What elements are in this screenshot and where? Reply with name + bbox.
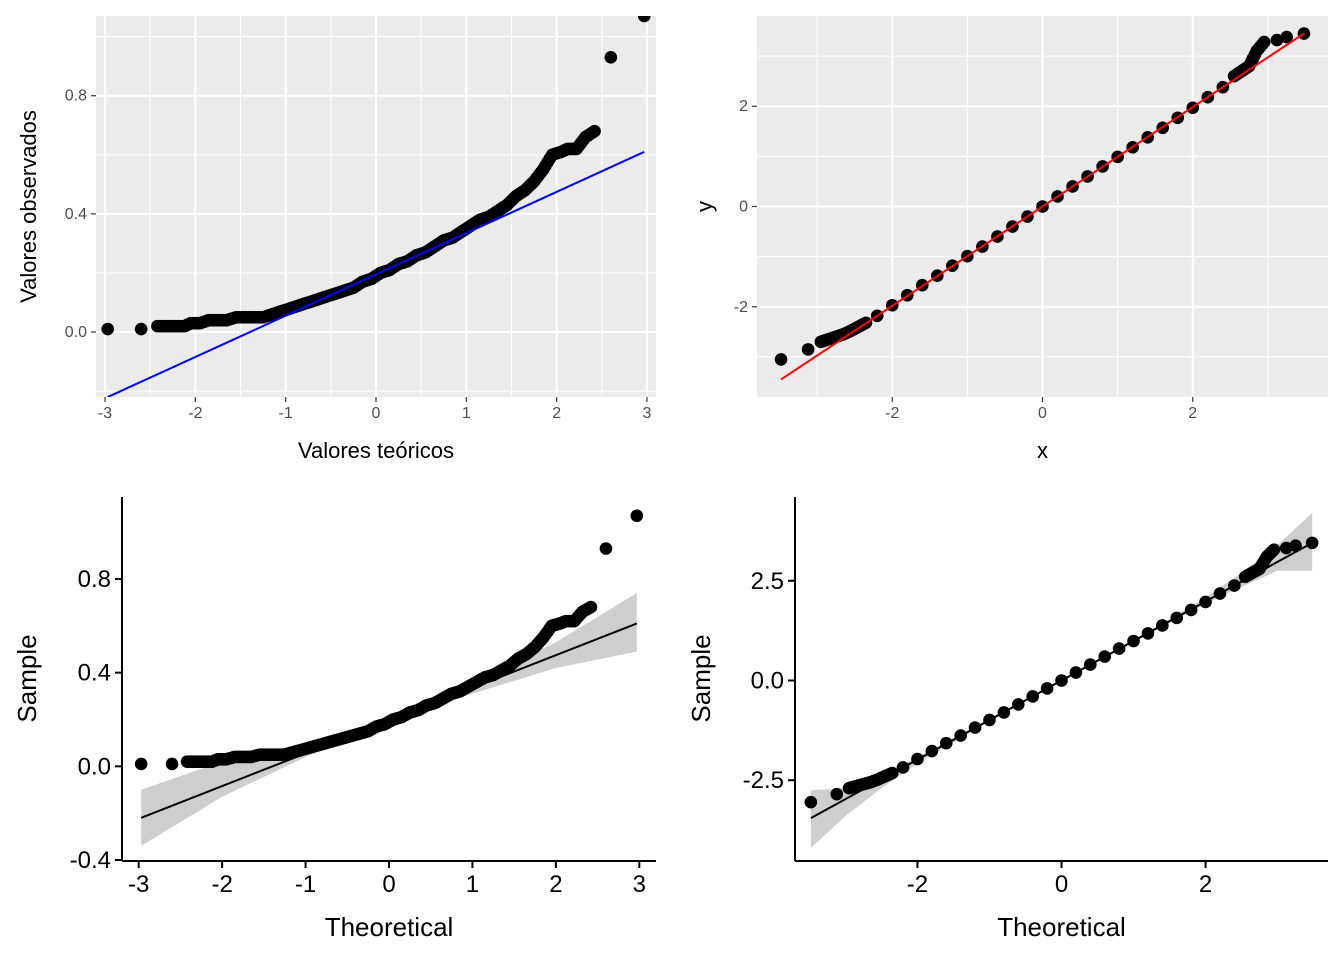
chart2-x-tick-label: -1: [295, 871, 316, 898]
chart2-x-tick-label: -3: [128, 871, 149, 898]
chart1-x-tick-label: -2: [885, 405, 899, 422]
chart2-x-axis-title: Theoretical: [325, 912, 454, 942]
chart0-x-tick-label: -2: [188, 405, 202, 422]
chart2-data-point: [134, 757, 148, 771]
chart2-x-tick-label: 3: [633, 871, 646, 898]
chart2-y-tick-label: 0.4: [78, 660, 111, 687]
chart0-data-point: [101, 322, 115, 336]
chart3-data-point: [830, 787, 844, 801]
chart1-x-tick-label: 2: [1188, 405, 1197, 422]
chart2-x-tick-label: -2: [211, 871, 232, 898]
chart3-data-point: [804, 795, 818, 809]
qq-plot-panel-top-right: -2 0 2 -2 0 2 x y: [692, 16, 1328, 463]
chart0-x-tick-label: 2: [552, 405, 561, 422]
chart2-data-point: [630, 509, 644, 523]
chart3-x-tick-label: 2: [1199, 871, 1212, 898]
chart1-x-tick-label: 0: [1038, 405, 1047, 422]
chart1-data-point: [1255, 38, 1269, 51]
chart2-x-tick-label: 1: [466, 871, 479, 898]
chart3-marks: [804, 513, 1319, 848]
chart3-data-point: [1265, 545, 1279, 558]
qq-plot-panel-bottom-left: -3 -2 -1 0 1 2 3 -0.4 0.0 0.4 0.8 Theoretical Sample: [12, 497, 656, 942]
chart3-data-point: [1289, 539, 1302, 552]
chart0-y-tick-label: 0.8: [65, 88, 87, 105]
chart1-data-point: [801, 343, 815, 356]
qq-plot-panel-bottom-right: -2 0 2 -2.5 0.0 2.5 Theoretical Sample: [686, 497, 1328, 942]
chart2-reference-line: [140, 622, 638, 819]
chart1-y-tick-label: 2: [739, 98, 748, 115]
chart1-marks: [774, 27, 1311, 381]
chart0-y-tick-label: 0.0: [65, 324, 87, 341]
chart1-reference-line: [780, 32, 1305, 381]
chart2-data-point: [582, 601, 596, 615]
chart0-data-point: [134, 322, 148, 336]
chart0-x-tick-label: 3: [643, 405, 652, 422]
chart2-data-point: [599, 542, 613, 555]
chart3-x-tick-label: -2: [907, 871, 928, 898]
chart0-data-point: [604, 51, 618, 64]
chart0-x-axis-title: Valores teóricos: [298, 438, 454, 463]
chart0-y-axis-title: Valores observados: [16, 110, 41, 303]
chart0-x-tick-label: -1: [279, 405, 293, 422]
chart0-reference-line: [107, 150, 645, 397]
chart0-x-tick-label: 1: [462, 405, 471, 422]
chart0-marks: [101, 16, 651, 397]
chart1-y-tick-label: 0: [739, 199, 748, 216]
chart1-data-point: [1280, 30, 1293, 44]
chart1-data-point: [1270, 33, 1284, 47]
qq-plot-panel-top-left: -3 -2 -1 0 1 2 3 0.0 0.4 0.8 Valores teóricos Valor…: [16, 16, 656, 463]
chart2-y-tick-label: 0.8: [78, 566, 111, 593]
chart0-x-tick-label: -3: [98, 405, 112, 422]
chart3-y-tick-label: -2.5: [743, 767, 784, 794]
chart2-y-tick-label: 0.0: [78, 753, 111, 780]
chart2-data-point: [165, 757, 179, 771]
chart0-y-tick-label: 0.4: [65, 206, 87, 223]
chart2-x-tick-label: 0: [382, 871, 395, 898]
chart3-y-axis-title: Sample: [686, 634, 716, 722]
chart0-x-tick-label: 0: [372, 405, 381, 422]
chart1-data-point: [774, 353, 788, 366]
chart3-y-tick-label: 0.0: [751, 667, 784, 694]
chart0-data-point: [637, 16, 651, 23]
chart2-y-tick-label: -0.4: [70, 847, 111, 874]
chart1-y-axis-title: y: [692, 201, 717, 212]
chart0-data-point: [586, 126, 599, 139]
chart1-y-tick-label: -2: [734, 299, 748, 316]
chart3-x-axis-title: Theoretical: [997, 912, 1126, 942]
chart2-y-axis-title: Sample: [12, 634, 42, 722]
chart3-x-tick-label: 0: [1055, 871, 1068, 898]
chart1-x-axis-title: x: [1037, 438, 1048, 463]
chart3-y-tick-label: 2.5: [751, 568, 784, 595]
chart2-marks: [134, 509, 644, 846]
chart2-x-tick-label: 2: [549, 871, 562, 898]
chart3-reference-line: [810, 541, 1313, 819]
